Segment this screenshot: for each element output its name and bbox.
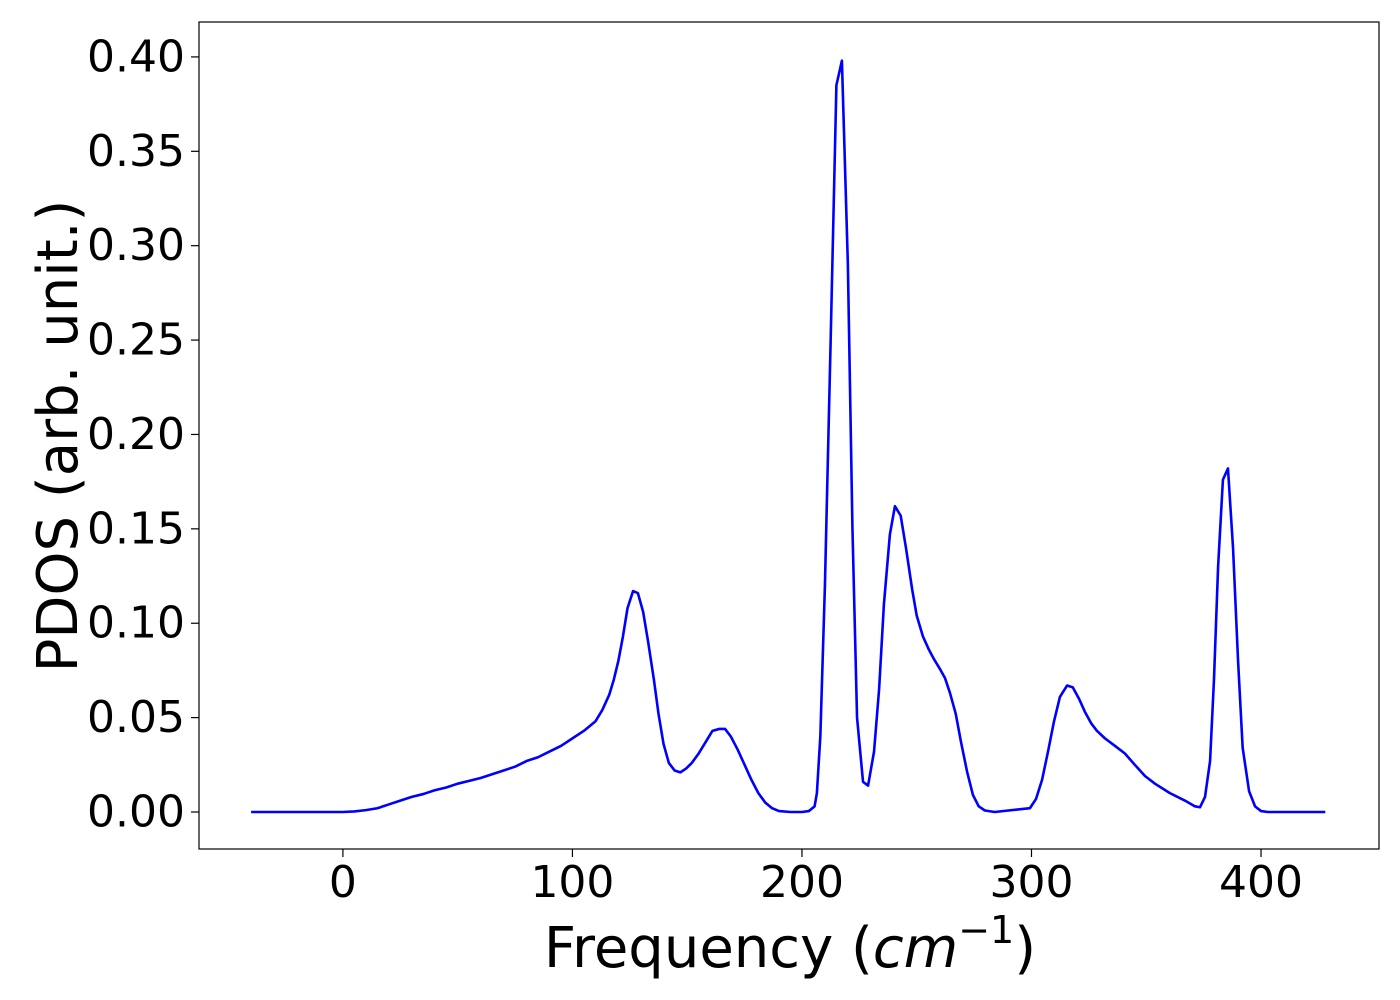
- x-tick-label: 100: [530, 857, 614, 908]
- y-tick-label: 0.10: [87, 598, 185, 649]
- y-tick-label: 0.30: [87, 220, 185, 271]
- x-tick-label: 300: [990, 857, 1074, 908]
- x-tick-label: 0: [329, 857, 357, 908]
- plot-frame: [198, 21, 1380, 850]
- y-tick-label: 0.40: [87, 31, 185, 82]
- y-tick-label: 0.35: [87, 126, 185, 177]
- x-label-prefix: Frequency (: [544, 916, 873, 981]
- y-tick-label: 0.05: [87, 692, 185, 743]
- x-label-unit: cm: [873, 916, 958, 981]
- x-label-suffix: ): [1014, 916, 1036, 981]
- y-tick-label: 0.20: [87, 409, 185, 460]
- pdos-line: [251, 59, 1326, 814]
- y-tick-label: 0.00: [87, 787, 185, 838]
- x-tick-label: 200: [760, 857, 844, 908]
- x-label-exponent: −1: [958, 908, 1014, 952]
- x-tick-label: 400: [1219, 857, 1303, 908]
- y-axis-label: PDOS (arb. unit.): [26, 200, 91, 673]
- y-tick-label: 0.25: [87, 315, 185, 366]
- y-tick-label: 0.15: [87, 503, 185, 554]
- x-axis-label: Frequency (cm−1): [544, 908, 1036, 981]
